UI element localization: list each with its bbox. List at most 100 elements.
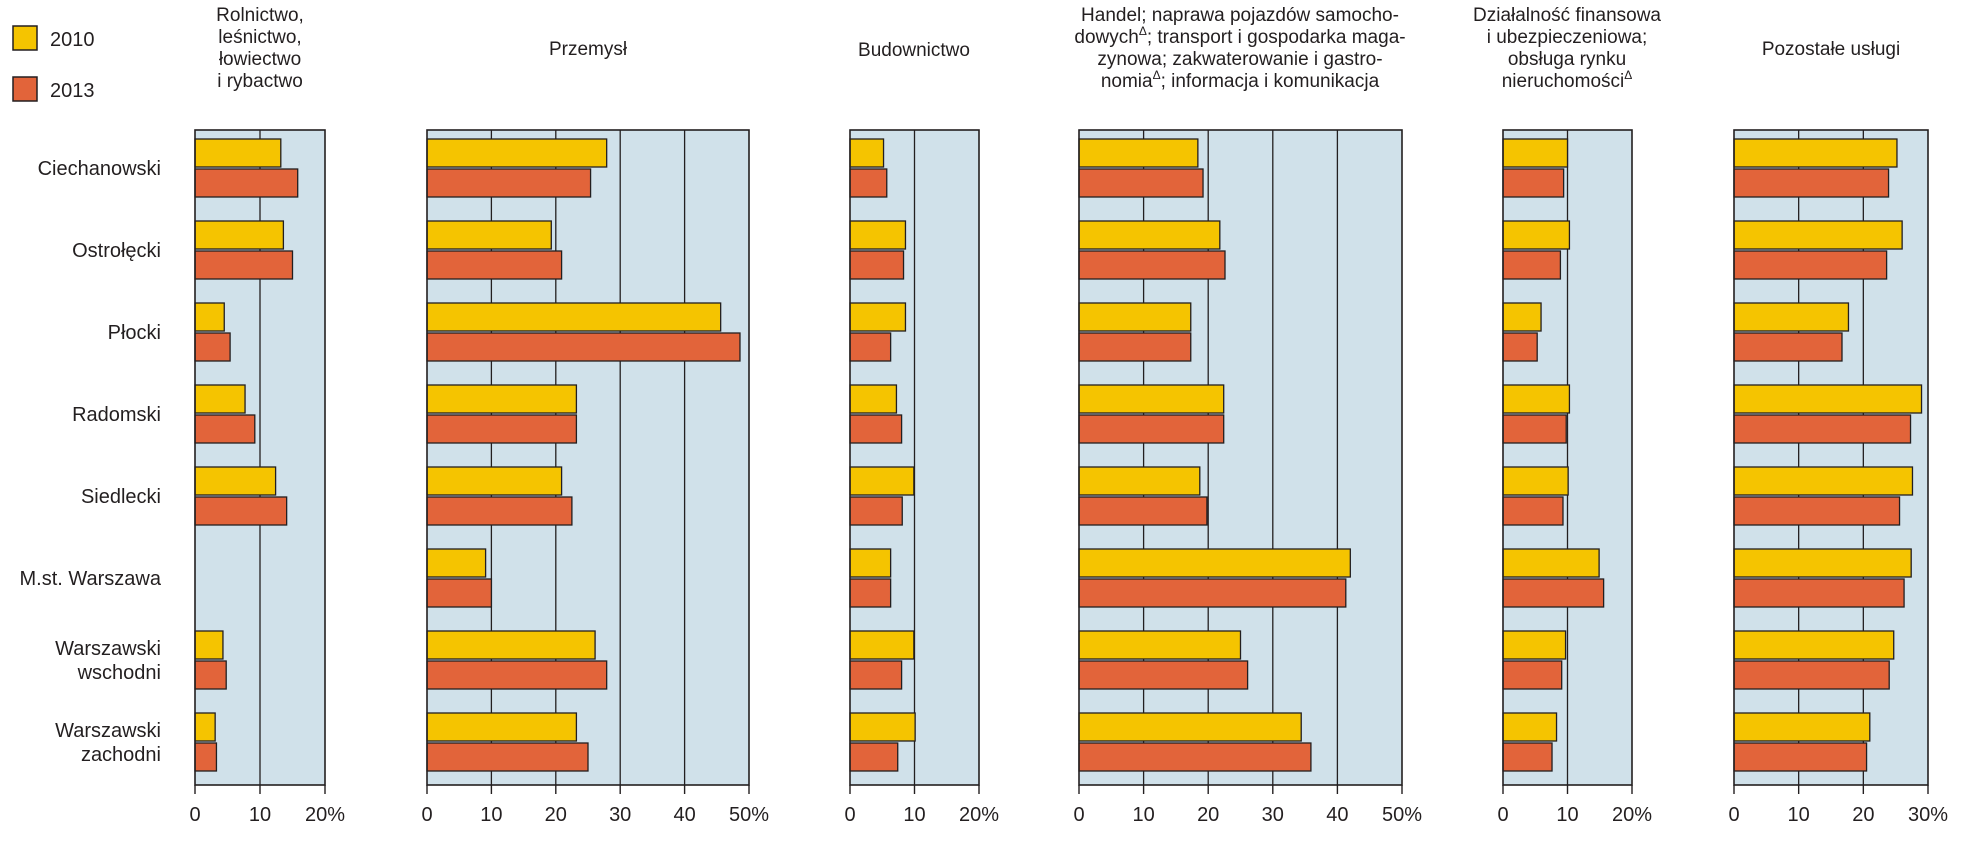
- bar-2010: [849, 466, 915, 496]
- tick-label: 10: [249, 804, 271, 826]
- bar-2010: [194, 138, 282, 168]
- panel-title-line: dowychΔ; transport i gospodarka maga-: [1074, 24, 1405, 48]
- bar-2010: [1078, 548, 1351, 578]
- category-label: zachodni: [81, 744, 161, 766]
- bar-2010: [849, 712, 916, 742]
- panel-frame: [426, 129, 750, 786]
- bar-2013: [1502, 660, 1563, 690]
- bar-2013: [1502, 578, 1605, 608]
- bar-2013: [426, 250, 563, 280]
- category-label: Ostrołęcki: [72, 240, 161, 262]
- bar-2010: [1733, 712, 1871, 742]
- bar-2010: [194, 302, 225, 332]
- bar-2010: [1502, 712, 1558, 742]
- tick-label: 40: [673, 804, 695, 826]
- bar-2013: [1502, 168, 1565, 198]
- panel-title-text: Budownictwo: [858, 40, 970, 61]
- panel-title-text: obsługa rynku: [1508, 49, 1626, 70]
- panel-title-superscript: Δ: [1624, 68, 1632, 82]
- tick-label: 10: [480, 804, 502, 826]
- bar-2013: [1078, 332, 1192, 362]
- bar-2010: [426, 548, 487, 578]
- tick-label: 40: [1326, 804, 1348, 826]
- bar-2013: [1078, 250, 1226, 280]
- panel-title-line: zynowa; zakwaterowanie i gastro-: [1097, 49, 1382, 70]
- bar-2013: [849, 496, 903, 526]
- bar-2010: [1502, 630, 1567, 660]
- bar-2013: [1078, 414, 1225, 444]
- bar-2013: [1733, 742, 1868, 772]
- bar-2010: [1078, 138, 1199, 168]
- panel-title-text: ; transport i gospodarka maga-: [1147, 27, 1406, 48]
- tick-label: 10: [1132, 804, 1154, 826]
- tick-label: 10: [1788, 804, 1810, 826]
- bar-2010: [426, 712, 578, 742]
- bar-2010: [849, 138, 885, 168]
- tick-label: 50%: [729, 804, 769, 826]
- panel-title-line: Pozostałe usługi: [1762, 39, 1900, 60]
- bar-2013: [1502, 742, 1553, 772]
- panel-title-text: leśnictwo,: [218, 27, 301, 48]
- bar-2010: [426, 630, 596, 660]
- bar-2013: [849, 168, 888, 198]
- bar-2013: [194, 660, 227, 690]
- panel-title-text: Handel; naprawa pojazdów samocho-: [1081, 5, 1399, 26]
- legend-swatch-2013: [12, 76, 38, 102]
- bar-2010: [1078, 302, 1192, 332]
- panel-title-text: nieruchomości: [1502, 71, 1625, 92]
- bar-2010: [1502, 220, 1571, 250]
- bar-2010: [1078, 220, 1221, 250]
- panel-title-text: dowych: [1074, 27, 1138, 48]
- bar-2013: [426, 742, 589, 772]
- bar-2010: [849, 548, 892, 578]
- bar-2013: [194, 742, 218, 772]
- bar-2010: [1078, 466, 1201, 496]
- tick-label: 0: [1728, 804, 1739, 826]
- panel-title-line: Rolnictwo,: [216, 5, 304, 26]
- bar-2013: [194, 414, 256, 444]
- tick-label: 30: [609, 804, 631, 826]
- bar-2013: [1733, 250, 1888, 280]
- bar-2013: [426, 168, 592, 198]
- bar-2013: [849, 660, 903, 690]
- bar-2010: [849, 630, 915, 660]
- bar-2013: [426, 414, 578, 444]
- panel-title-line: Działalność finansowa: [1473, 5, 1661, 26]
- tick-label: 0: [189, 804, 200, 826]
- tick-label: 0: [421, 804, 432, 826]
- legend-label-2010: 2010: [50, 29, 95, 51]
- bar-2013: [194, 168, 299, 198]
- panel-title-text: zynowa; zakwaterowanie i gastro-: [1097, 49, 1382, 70]
- panel-title-line: Budownictwo: [858, 40, 970, 61]
- bar-2010: [1733, 220, 1903, 250]
- category-label: wschodni: [77, 662, 161, 684]
- tick-label: 10: [1556, 804, 1578, 826]
- category-label: Płocki: [108, 322, 161, 344]
- panel-title-line: nomiaΔ; informacja i komunikacja: [1101, 68, 1380, 92]
- bar-2010: [194, 466, 277, 496]
- bar-2013: [194, 250, 294, 280]
- panel-frame: [1733, 129, 1929, 786]
- bar-2010: [1733, 630, 1895, 660]
- panel-title-text: nomia: [1101, 71, 1153, 92]
- bar-2013: [1078, 168, 1204, 198]
- bar-2010: [426, 138, 608, 168]
- bar-2013: [426, 578, 493, 608]
- bar-2013: [1078, 742, 1312, 772]
- bar-2013: [426, 660, 608, 690]
- bar-2010: [194, 630, 224, 660]
- bar-2010: [849, 384, 898, 414]
- panel-title-text: i ubezpieczeniowa;: [1487, 27, 1648, 48]
- bar-2010: [1078, 384, 1225, 414]
- bar-2010: [426, 466, 563, 496]
- bar-2010: [1502, 384, 1571, 414]
- bar-2013: [1078, 660, 1249, 690]
- bar-2013: [426, 332, 741, 362]
- tick-label: 50%: [1382, 804, 1422, 826]
- bar-2013: [194, 496, 288, 526]
- bar-2010: [426, 384, 578, 414]
- bar-2013: [1733, 332, 1843, 362]
- bar-2010: [1733, 384, 1923, 414]
